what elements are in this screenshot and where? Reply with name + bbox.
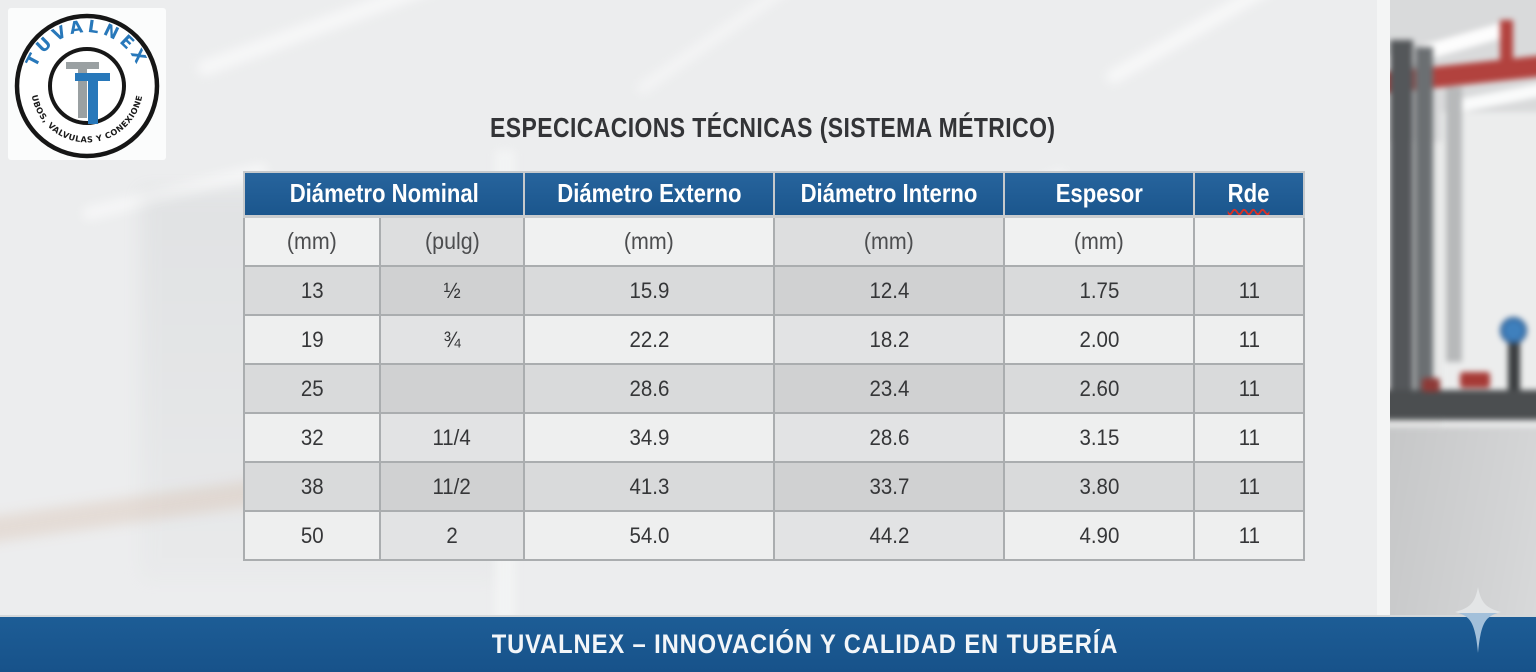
table-cell: 18.2	[773, 314, 1005, 365]
ceiling-light-streak	[1103, 0, 1337, 87]
table-row: 13 ½ 15.9 12.4 1.75 11	[243, 265, 1305, 316]
table-cell: 11	[1193, 510, 1305, 561]
table-row: 25 28.6 23.4 2.60 11	[243, 363, 1305, 414]
table-cell: 3.15	[1003, 412, 1195, 463]
footer-bar: TUVALNEX – INNOVACIÓN Y CALIDAD EN TUBER…	[0, 615, 1536, 672]
photo-floor	[1390, 427, 1536, 615]
table-cell: 4.90	[1003, 510, 1195, 561]
table-cell: 2.00	[1003, 314, 1195, 365]
table-cell: 33.7	[773, 461, 1005, 512]
photo-dark-pipe	[1390, 40, 1413, 410]
unit-cell: (pulg)	[379, 215, 525, 267]
table-cell: 44.2	[773, 510, 1005, 561]
col-header-diametro-interno: Diámetro Interno	[773, 171, 1005, 218]
unit-cell: (mm)	[243, 215, 381, 267]
table-cell: 11	[1193, 314, 1305, 365]
header-row: Diámetro Nominal Diámetro Externo Diámet…	[243, 171, 1305, 218]
table-cell: 11	[1193, 461, 1305, 512]
table-row: 38 11/2 41.3 33.7 3.80 11	[243, 461, 1305, 512]
table-cell: 11/4	[379, 412, 525, 463]
photo-valve-stem	[1508, 342, 1520, 402]
table-cell: 19	[243, 314, 381, 365]
photo-strip-divider	[1377, 0, 1390, 615]
col-header-diametro-externo: Diámetro Externo	[523, 171, 775, 218]
table-cell: 50	[243, 510, 381, 561]
table-cell: 34.9	[523, 412, 775, 463]
spec-table-wrap: Diámetro Nominal Diámetro Externo Diámet…	[243, 171, 1305, 561]
table-cell: 2	[379, 510, 525, 561]
table-cell: 2.60	[1003, 363, 1195, 414]
unit-cell	[1193, 215, 1305, 267]
table-cell: 22.2	[523, 314, 775, 365]
photo-red-fitting	[1460, 372, 1490, 388]
unit-cell: (mm)	[523, 215, 775, 267]
table-cell: 1.75	[1003, 265, 1195, 316]
table-cell: 28.6	[523, 363, 775, 414]
photo-blue-valve	[1500, 317, 1527, 344]
table-cell: 25	[243, 363, 381, 414]
col-header-label-spellcheck: Rde	[1228, 178, 1270, 209]
unit-row: (mm) (pulg) (mm) (mm) (mm)	[243, 215, 1305, 267]
table-cell: 11/2	[379, 461, 525, 512]
tuvalnex-logo: TUVALNEX TUBOS, VALVULAS Y CONEXIONES	[12, 11, 160, 159]
col-header-diametro-nominal: Diámetro Nominal	[243, 171, 525, 218]
table-cell: 41.3	[523, 461, 775, 512]
table-cell: 13	[243, 265, 381, 316]
sparkle-decoration	[1455, 587, 1501, 653]
table-row: 50 2 54.0 44.2 4.90 11	[243, 510, 1305, 561]
photo-gray-pipe	[1446, 87, 1462, 362]
table-cell: 11	[1193, 363, 1305, 414]
table-cell: 11	[1193, 265, 1305, 316]
table-cell: 11	[1193, 412, 1305, 463]
industrial-photo-strip	[1390, 0, 1536, 615]
table-cell	[379, 363, 525, 414]
table-cell: ½	[379, 265, 525, 316]
col-header-label: Diámetro Nominal	[289, 178, 479, 209]
photo-dark-pipe	[1415, 47, 1433, 407]
col-header-rde: Rde	[1193, 171, 1305, 218]
spec-table: Diámetro Nominal Diámetro Externo Diámet…	[243, 171, 1305, 561]
ceiling-light-streak	[81, 162, 269, 222]
col-header-label: Diámetro Externo	[556, 178, 742, 209]
table-row: 32 11/4 34.9 28.6 3.15 11	[243, 412, 1305, 463]
table-cell: 28.6	[773, 412, 1005, 463]
col-header-label: Diámetro Interno	[800, 178, 978, 209]
table-cell: 23.4	[773, 363, 1005, 414]
table-cell: 15.9	[523, 265, 775, 316]
table-row: 19 ¾ 22.2 18.2 2.00 11	[243, 314, 1305, 365]
photo-red-fitting	[1422, 378, 1440, 392]
ceiling-light-streak	[634, 0, 806, 97]
slide-title-wrap: ESPECICACIONS TÉCNICAS (SISTEMA MÉTRICO)	[243, 112, 1303, 144]
slide-title: ESPECICACIONS TÉCNICAS (SISTEMA MÉTRICO)	[490, 112, 1056, 143]
table-cell: ¾	[379, 314, 525, 365]
photo-pipe-manifold	[1390, 390, 1536, 420]
col-header-espesor: Espesor	[1003, 171, 1195, 218]
photo-red-pipe-stub	[1500, 20, 1513, 68]
footer-slogan: TUVALNEX – INNOVACIÓN Y CALIDAD EN TUBER…	[492, 629, 1119, 659]
table-cell: 12.4	[773, 265, 1005, 316]
table-cell: 3.80	[1003, 461, 1195, 512]
unit-cell: (mm)	[773, 215, 1005, 267]
table-cell: 54.0	[523, 510, 775, 561]
table-cell: 32	[243, 412, 381, 463]
unit-cell: (mm)	[1003, 215, 1195, 267]
ceiling-light-streak	[195, 0, 445, 78]
col-header-label: Espesor	[1055, 178, 1143, 209]
table-cell: 38	[243, 461, 381, 512]
logo-tt-monogram	[66, 62, 110, 124]
